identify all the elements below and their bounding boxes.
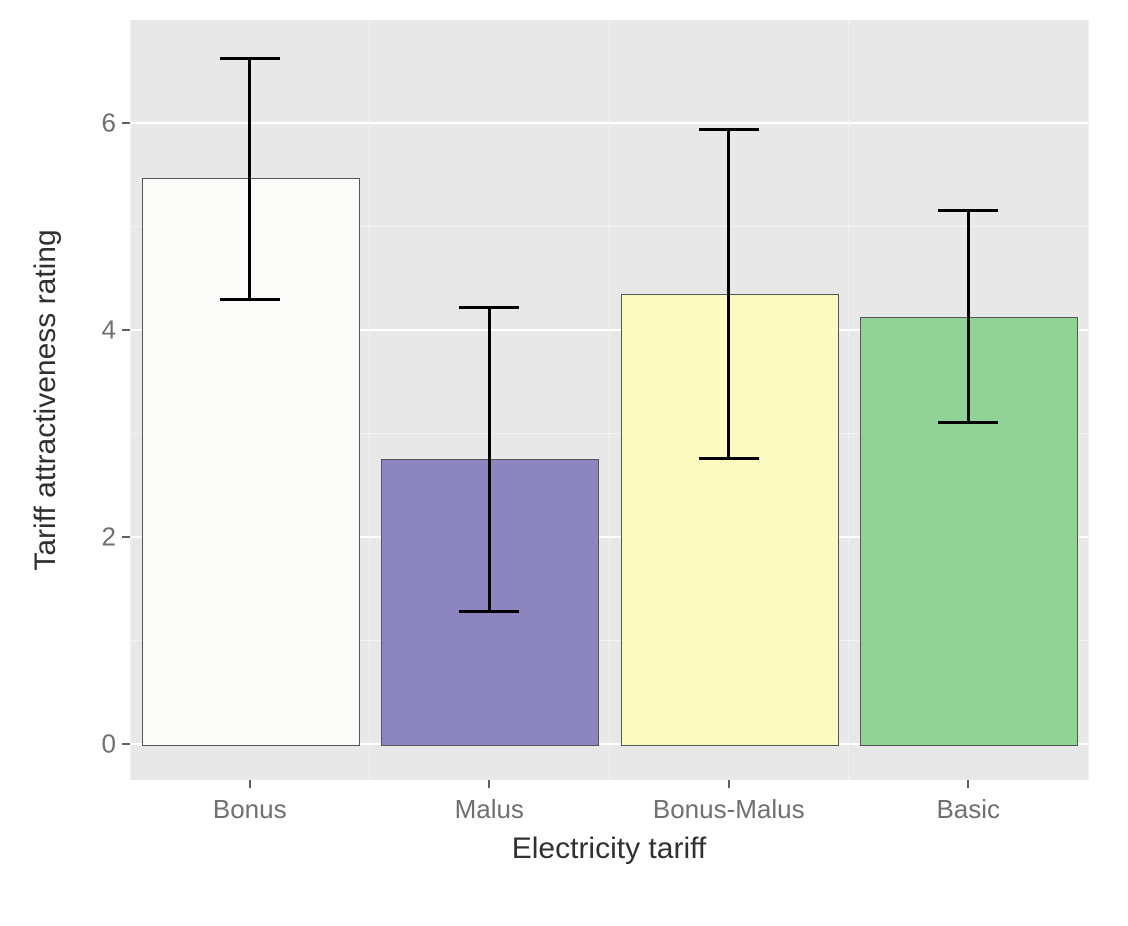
x-tick-mark [488, 780, 490, 788]
y-tick-label: 0 [86, 728, 116, 759]
x-tick-label: Bonus-Malus [653, 794, 805, 825]
grid-minor-v [369, 20, 370, 780]
chart-container: 0 2 4 6 Bonus Malus Bonus-Malus Basic Tariff at… [0, 0, 1128, 926]
errorbar-cap [699, 128, 759, 131]
x-axis-title: Electricity tariff [512, 832, 707, 866]
errorbar-cap [220, 298, 280, 301]
errorbar-line [967, 210, 970, 422]
x-tick-mark [249, 780, 251, 788]
errorbar-cap [459, 306, 519, 309]
y-tick-mark [122, 743, 130, 745]
x-tick-mark [728, 780, 730, 788]
y-tick-mark [122, 536, 130, 538]
grid-minor-v [130, 20, 131, 780]
y-axis-title: Tariff attractiveness rating [29, 229, 63, 570]
x-tick-mark [967, 780, 969, 788]
y-tick-mark [122, 122, 130, 124]
grid-minor-v [1088, 20, 1089, 780]
y-tick-label: 6 [86, 108, 116, 139]
errorbar-cap [220, 57, 280, 60]
x-tick-label: Basic [936, 794, 1000, 825]
errorbar-cap [459, 610, 519, 613]
errorbar-cap [938, 209, 998, 212]
y-tick-label: 2 [86, 522, 116, 553]
errorbar-line [727, 130, 730, 459]
x-tick-label: Bonus [213, 794, 287, 825]
errorbar-cap [938, 421, 998, 424]
errorbar-line [248, 58, 251, 299]
y-tick-mark [122, 329, 130, 331]
grid-minor-v [609, 20, 610, 780]
x-tick-label: Malus [455, 794, 524, 825]
errorbar-line [488, 307, 491, 611]
y-tick-label: 4 [86, 315, 116, 346]
errorbar-cap [699, 457, 759, 460]
grid-minor-v [848, 20, 849, 780]
